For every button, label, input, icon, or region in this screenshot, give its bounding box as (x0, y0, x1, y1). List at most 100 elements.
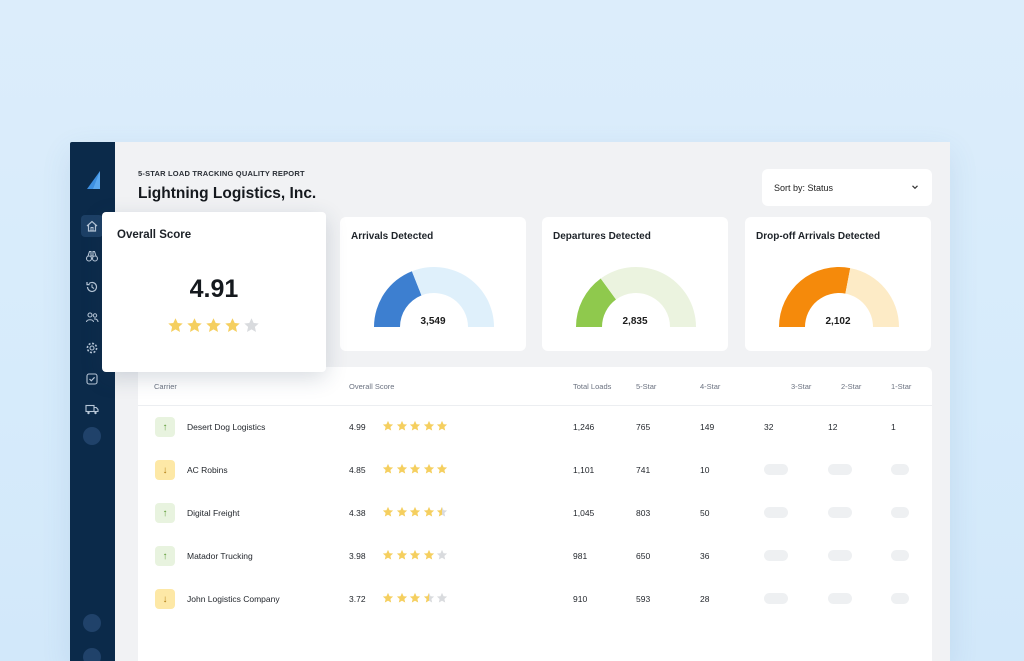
star-icon (382, 592, 394, 603)
gauge-value-arc (576, 278, 617, 327)
loading-placeholder (891, 550, 909, 561)
star-icon (423, 506, 434, 517)
overall-score-card: Overall Score 4.91 (102, 212, 326, 372)
star-icon (436, 463, 448, 474)
nav-history[interactable] (81, 276, 103, 298)
star-icon (396, 549, 407, 560)
carrier-name: Matador Trucking (187, 551, 253, 561)
table-row[interactable]: ↑ Matador Trucking 3.98 981 650 36 (138, 535, 932, 578)
total-loads: 910 (573, 594, 588, 604)
loading-placeholder (891, 464, 909, 475)
gauge-chart (374, 267, 494, 327)
header-divider (138, 405, 932, 406)
page-title: Lightning Logistics, Inc. (138, 185, 317, 202)
carrier-name: Digital Freight (187, 508, 240, 518)
star-icon (382, 463, 394, 474)
star-rating (382, 420, 448, 432)
star-empty-icon (244, 318, 259, 332)
table-row[interactable]: ↓ John Logistics Company 3.72 910 593 28 (138, 578, 932, 621)
gauge-chart (779, 267, 899, 327)
star-icon (187, 318, 202, 332)
star-icon (409, 592, 421, 603)
four-star-count: 36 (700, 551, 710, 561)
table-row[interactable]: ↑ Digital Freight 4.38 1,045 803 50 (138, 492, 932, 535)
avatar[interactable] (83, 648, 101, 661)
gauge-value-arc (779, 267, 851, 327)
star-icon (382, 549, 394, 560)
carrier-name: AC Robins (187, 465, 228, 475)
star-rating (382, 549, 448, 561)
nav-home[interactable] (81, 215, 103, 237)
loading-placeholder (828, 507, 852, 518)
star-icon (396, 463, 407, 474)
loading-placeholder (764, 507, 788, 518)
sort-label: Sort by: Status (774, 182, 834, 193)
metric-value: 3,549 (420, 316, 446, 327)
star-icon (396, 506, 407, 517)
trend-up-icon: ↑ (155, 503, 175, 523)
nav-fleet[interactable] (81, 398, 103, 420)
gauge-track-arc (411, 267, 494, 327)
star-half-icon (423, 592, 434, 603)
nav-placeholder[interactable] (83, 427, 101, 445)
nav-users[interactable] (81, 306, 103, 328)
nav-tracking[interactable] (81, 245, 103, 267)
history-icon (86, 281, 98, 293)
four-star-count: 10 (700, 465, 710, 475)
four-star-count: 28 (700, 594, 710, 604)
table-row[interactable]: ↓ AC Robins 4.85 1,101 741 10 (138, 449, 932, 492)
metric-title: Drop-off Arrivals Detected (756, 231, 881, 242)
col-header-score[interactable]: Overall Score (349, 382, 395, 391)
star-empty-icon (436, 592, 448, 603)
col-header-5star[interactable]: 5-Star (636, 382, 657, 391)
carrier-score: 4.99 (349, 422, 366, 432)
loading-placeholder (828, 464, 852, 475)
star-icon (396, 420, 407, 431)
gauge-value-arc (374, 271, 422, 327)
five-star-count: 650 (636, 551, 651, 561)
star-icon (168, 318, 183, 332)
star-icon (423, 420, 434, 431)
checkbox-icon (86, 373, 98, 385)
overall-score-value: 4.91 (189, 275, 239, 303)
nav-placeholder[interactable] (83, 614, 101, 632)
chevron-down-icon (912, 185, 918, 190)
truck-icon (85, 404, 99, 415)
col-header-3star[interactable]: 3-Star (791, 382, 812, 391)
star-icon (409, 506, 421, 517)
carrier-score: 3.98 (349, 551, 366, 561)
star-rating (382, 463, 448, 475)
loading-placeholder (828, 593, 852, 604)
col-header-1star[interactable]: 1-Star (891, 382, 912, 391)
loading-placeholder (828, 550, 852, 561)
total-loads: 1,045 (573, 508, 595, 518)
star-rating (382, 592, 448, 604)
star-icon (409, 420, 421, 431)
binoculars-icon (85, 250, 99, 262)
total-loads: 981 (573, 551, 588, 561)
nav-settings[interactable] (81, 337, 103, 359)
metric-card: Departures Detected 2,835 (542, 217, 728, 351)
col-header-2star[interactable]: 2-Star (841, 382, 862, 391)
logo-icon (87, 171, 100, 189)
users-icon (85, 312, 99, 323)
sort-dropdown[interactable]: Sort by: Status (762, 169, 932, 206)
trend-up-icon: ↑ (155, 546, 175, 566)
col-header-4star[interactable]: 4-Star (700, 382, 721, 391)
star-icon (225, 318, 240, 332)
col-header-total[interactable]: Total Loads (573, 382, 612, 391)
home-icon (86, 220, 98, 232)
star-rating (382, 506, 448, 518)
loading-placeholder (764, 593, 788, 604)
carrier-name: Desert Dog Logistics (187, 422, 266, 432)
nav-tasks[interactable] (81, 368, 103, 390)
table-row[interactable]: ↑ Desert Dog Logistics 4.99 1,246 765 149 32 12… (138, 406, 932, 449)
star-icon (409, 549, 421, 560)
col-header-carrier[interactable]: Carrier (154, 382, 177, 391)
three-star-count: 32 (764, 422, 774, 432)
main-content: 5-STAR LOAD TRACKING QUALITY REPORT Ligh… (115, 142, 950, 661)
gauge-track-arc (845, 268, 899, 327)
five-star-count: 803 (636, 508, 651, 518)
overall-score-title: Overall Score (117, 229, 192, 241)
loading-placeholder (891, 593, 909, 604)
